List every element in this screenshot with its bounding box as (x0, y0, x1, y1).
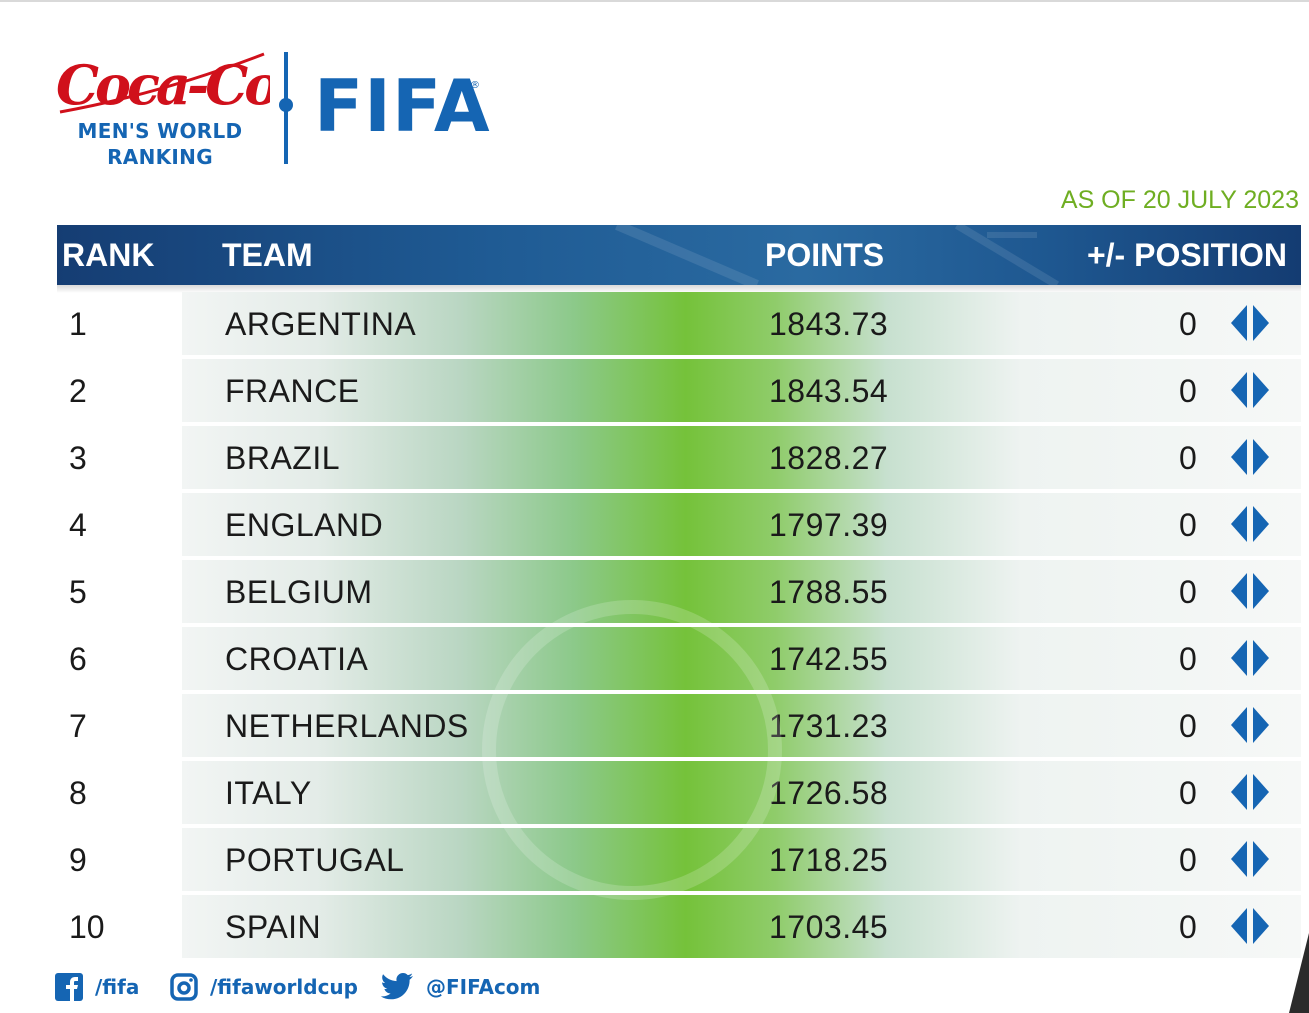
column-header-rank: RANK (62, 237, 155, 273)
row-band (182, 761, 1301, 824)
team-cell: NETHERLANDS (225, 708, 469, 744)
position-change-cell: 0 (1179, 574, 1197, 610)
table-row: 3 BRAZIL 1828.27 0 (57, 426, 1301, 489)
header-shadow (57, 285, 1301, 293)
rank-cell: 7 (69, 708, 87, 744)
as-of-date: AS OF 20 JULY 2023 (1060, 186, 1299, 214)
table-row: 2 FRANCE 1843.54 0 (57, 359, 1301, 422)
points-cell: 1703.45 (769, 909, 889, 945)
team-cell: BRAZIL (225, 440, 341, 476)
row-band (182, 694, 1301, 757)
social-instagram[interactable]: /fifaworldcup (170, 970, 358, 1004)
position-change-cell: 0 (1179, 775, 1197, 811)
table-row: 9 PORTUGAL 1718.25 0 (57, 828, 1301, 891)
table-row: 6 CROATIA 1742.55 0 (57, 627, 1301, 690)
position-change-cell: 0 (1179, 842, 1197, 878)
social-handle: @FIFAcom (426, 975, 541, 999)
team-cell: BELGIUM (225, 574, 373, 610)
rank-cell: 8 (69, 775, 87, 811)
team-cell: ITALY (225, 775, 312, 811)
rank-cell: 5 (69, 574, 87, 610)
table-header: RANK TEAM POINTS +/- POSITION (57, 225, 1301, 285)
row-band (182, 895, 1301, 958)
no-change-icon (1231, 372, 1269, 408)
instagram-icon (170, 973, 198, 1001)
twitter-icon (380, 973, 413, 1000)
social-handle: /fifaworldcup (210, 975, 358, 999)
column-header-team: TEAM (222, 237, 313, 273)
team-cell: CROATIA (225, 641, 369, 677)
logo-divider-dot (279, 98, 293, 112)
no-change-icon (1231, 573, 1269, 609)
social-handle: /fifa (95, 975, 140, 999)
rank-cell: 2 (69, 373, 87, 409)
points-cell: 1726.58 (769, 775, 889, 811)
table-row: 1 ARGENTINA 1843.73 0 (57, 292, 1301, 355)
rank-cell: 4 (69, 507, 87, 543)
position-change-cell: 0 (1179, 909, 1197, 945)
points-cell: 1788.55 (769, 574, 889, 610)
team-cell: FRANCE (225, 373, 360, 409)
rank-cell: 6 (69, 641, 87, 677)
column-header-points: POINTS (765, 237, 885, 273)
position-change-cell: 0 (1179, 373, 1197, 409)
team-cell: ARGENTINA (225, 306, 417, 342)
rank-cell: 10 (69, 909, 105, 945)
social-facebook[interactable]: /fifa (55, 970, 139, 1004)
team-cell: SPAIN (225, 909, 322, 945)
no-change-icon (1231, 305, 1269, 341)
table-row: 8 ITALY 1726.58 0 (57, 761, 1301, 824)
no-change-icon (1231, 774, 1269, 810)
points-cell: 1843.54 (769, 373, 889, 409)
ranking-table-body: 1 ARGENTINA 1843.73 0 2 FRANCE 1843.54 0… (57, 292, 1301, 962)
ranking-caption-line1: MEN'S WORLD (77, 119, 243, 143)
corner-decoration (1289, 933, 1309, 1013)
row-band (182, 560, 1301, 623)
facebook-icon (55, 973, 83, 1001)
position-change-cell: 0 (1179, 708, 1197, 744)
no-change-icon (1231, 908, 1269, 944)
points-cell: 1742.55 (769, 641, 889, 677)
position-change-cell: 0 (1179, 440, 1197, 476)
team-cell: PORTUGAL (225, 842, 405, 878)
sponsor-logo: Coca-Cola (56, 52, 270, 117)
header-decoration (615, 225, 1060, 285)
top-rule (0, 0, 1309, 2)
ranking-caption-line2: RANKING (107, 145, 213, 169)
column-header-position-change: +/- POSITION (1086, 237, 1287, 273)
row-band (182, 426, 1301, 489)
table-row: 5 BELGIUM 1788.55 0 (57, 560, 1301, 623)
table-row: 10 SPAIN 1703.45 0 (57, 895, 1301, 958)
points-cell: 1731.23 (769, 708, 889, 744)
points-cell: 1843.73 (769, 306, 889, 342)
no-change-icon (1231, 506, 1269, 542)
position-change-cell: 0 (1179, 306, 1197, 342)
points-cell: 1718.25 (769, 842, 889, 878)
social-twitter[interactable]: @FIFAcom (380, 970, 540, 1004)
row-band (182, 292, 1301, 355)
row-band (182, 493, 1301, 556)
registered-mark-icon: ® (470, 80, 480, 91)
points-cell: 1797.39 (769, 507, 889, 543)
rank-cell: 3 (69, 440, 87, 476)
no-change-icon (1231, 640, 1269, 676)
row-band (182, 627, 1301, 690)
table-row: 7 NETHERLANDS 1731.23 0 (57, 694, 1301, 757)
rank-cell: 9 (69, 842, 87, 878)
row-band (182, 828, 1301, 891)
position-change-cell: 0 (1179, 507, 1197, 543)
table-row: 4 ENGLAND 1797.39 0 (57, 493, 1301, 556)
ranking-caption: MEN'S WORLD RANKING (62, 118, 258, 170)
position-change-cell: 0 (1179, 641, 1197, 677)
row-band (182, 359, 1301, 422)
rank-cell: 1 (69, 306, 87, 342)
fifa-logo: FIFA (314, 64, 491, 148)
no-change-icon (1231, 707, 1269, 743)
no-change-icon (1231, 841, 1269, 877)
points-cell: 1828.27 (769, 440, 889, 476)
no-change-icon (1231, 439, 1269, 475)
team-cell: ENGLAND (225, 507, 384, 543)
